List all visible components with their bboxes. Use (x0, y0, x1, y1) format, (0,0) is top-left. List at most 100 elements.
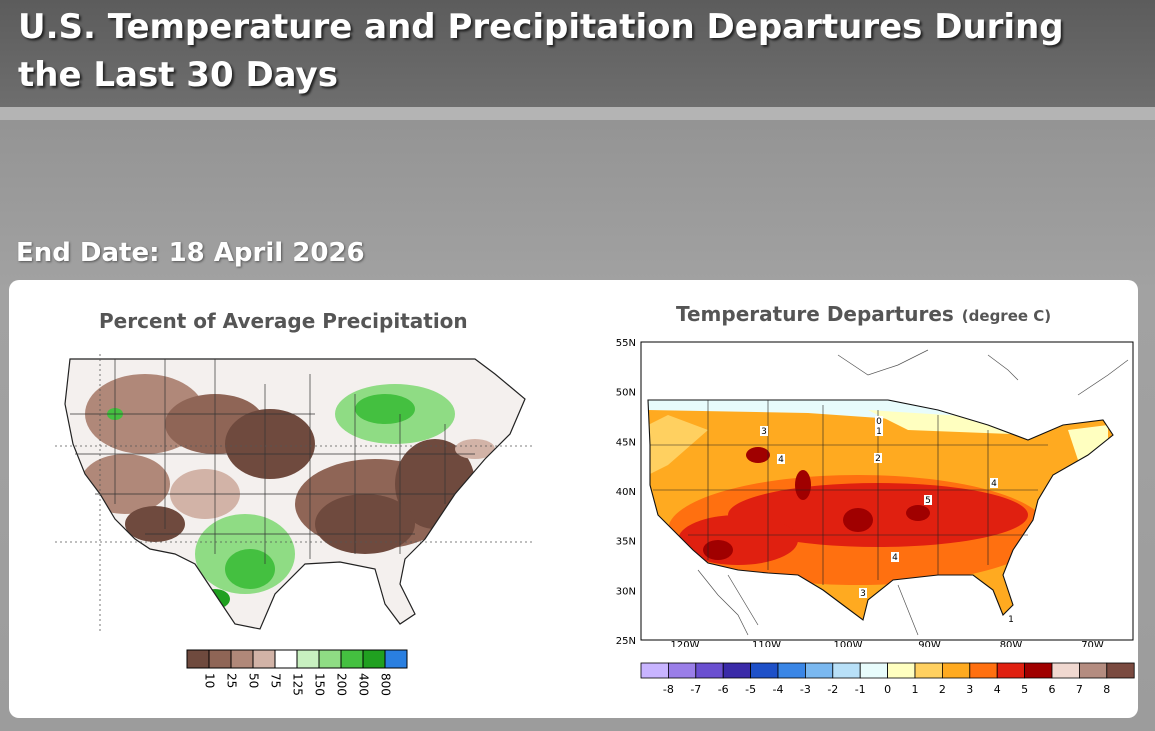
contour-label-bg (891, 552, 899, 562)
header-bar (0, 0, 1155, 107)
contour-label-bg (990, 478, 998, 488)
temp-lat-label: 35N (616, 537, 636, 548)
precip-legend-swatch (384, 649, 408, 669)
precip-legend-label: 400 (357, 673, 371, 696)
precip-legend-label: 200 (335, 673, 349, 696)
precip-legend-label: 10 (203, 673, 217, 688)
contour-label-bg (859, 588, 867, 598)
temp-legend-label: 2 (939, 683, 946, 696)
temp-lon-label: 80W (1000, 640, 1023, 647)
temp-legend-swatch (777, 662, 806, 679)
temp-legend-swatch (667, 662, 697, 679)
contour-label-bg (1007, 614, 1015, 624)
temp-legend-label: 4 (994, 683, 1001, 696)
temp-legend-swatch (1024, 662, 1053, 679)
precip-legend-swatch (252, 649, 276, 669)
contour-label-bg (924, 495, 932, 505)
contour-label: 2 (875, 454, 881, 464)
temp-legend-swatch (996, 662, 1026, 679)
temp-legend-swatch (804, 662, 834, 679)
precip-legend-swatch (230, 649, 254, 669)
precip-state-lines (70, 359, 475, 564)
temp-legend-swatch (640, 662, 669, 679)
precip-legend-label: 125 (291, 673, 305, 696)
temp-legend-label: 8 (1103, 683, 1110, 696)
temp-legend-label: -2 (827, 683, 838, 696)
temp-legend-label: -5 (745, 683, 756, 696)
temp-map-title: Temperature Departures (degree C) (676, 302, 1051, 326)
temp-legend-label: -4 (773, 683, 784, 696)
contour-label: 0 (876, 417, 882, 427)
contour-label-bg (760, 426, 768, 436)
temp-legend-label: -6 (718, 683, 729, 696)
temp-legend-swatch (1106, 662, 1135, 679)
temp-lon-label: 110W (752, 640, 781, 647)
temp-map-title-text: Temperature Departures (676, 302, 954, 326)
precip-legend: 10 25 50 75 125 150 200 400 800 (186, 649, 408, 696)
temp-lon-label: 90W (918, 640, 941, 647)
precip-map-title: Percent of Average Precipitation (99, 309, 468, 333)
temp-legend-swatch (969, 662, 998, 679)
temp-legend-swatch (750, 662, 779, 679)
contour-label: 3 (860, 589, 866, 599)
precip-legend-label: 50 (247, 673, 261, 688)
temp-legend-label: -1 (855, 683, 866, 696)
page-title: U.S. Temperature and Precipitation Depar… (18, 7, 1064, 95)
end-date-label: End Date: 18 April 2026 (16, 238, 365, 268)
temp-lat-label: 50N (616, 388, 636, 399)
precip-legend-swatch (362, 649, 386, 669)
contour-label: 4 (892, 553, 898, 563)
temp-lon-label: 100W (834, 640, 863, 647)
contour-label: 1 (1008, 615, 1014, 625)
temp-lat-label: 45N (616, 437, 636, 448)
temp-lon-label: 120W (671, 640, 700, 647)
contour-label-bg (874, 453, 882, 463)
precip-legend-swatch (296, 649, 320, 669)
temp-legend-swatch (722, 662, 751, 679)
header-stripe (0, 107, 1155, 120)
precip-grid (55, 354, 535, 634)
contour-label: 1 (876, 427, 882, 437)
contour-label-bg (777, 454, 785, 464)
temp-lat-label: 55N (616, 338, 636, 349)
precip-legend-swatch (340, 649, 364, 669)
contour-label: 3 (761, 427, 767, 437)
precip-legend-swatch (318, 649, 342, 669)
temp-legend-swatch (914, 662, 943, 679)
temp-legend-label: 3 (966, 683, 973, 696)
temp-lon-label: 70W (1081, 640, 1104, 647)
temp-legend-swatch (1078, 662, 1108, 679)
temp-legend: -8 -7 -6 -5 -4 -3 -2 -1 0 1 2 3 4 5 6 7 8 (640, 662, 1135, 696)
temp-legend-swatch (859, 662, 888, 679)
temp-lat-label: 30N (616, 586, 636, 597)
temp-legend-label: -8 (663, 683, 674, 696)
temp-coastlines (697, 349, 1129, 636)
contour-label: 4 (991, 479, 997, 489)
temp-lat-labels: 55N 50N 45N 40N 35N 30N 25N (616, 338, 636, 647)
precip-legend-label: 150 (313, 673, 327, 696)
precip-legend-swatch (186, 649, 210, 669)
temp-state-lines (650, 400, 1048, 585)
precip-legend-label: 25 (225, 673, 239, 688)
temp-legend-label: 1 (912, 683, 919, 696)
temp-legend-label: -3 (800, 683, 811, 696)
temp-legend-swatch (1051, 662, 1080, 679)
temp-legend-swatch (832, 662, 861, 679)
contour-label: 4 (778, 455, 784, 465)
temp-legend-label: 0 (884, 683, 891, 696)
contour-label-bg (875, 416, 883, 426)
temp-legend-swatch (941, 662, 971, 679)
precip-legend-swatch (208, 649, 232, 669)
temp-lat-label: 25N (616, 636, 636, 647)
temp-lon-labels: 120W 110W 100W 90W 80W 70W (671, 640, 1104, 647)
temp-map-unit: (degree C) (961, 307, 1052, 325)
temp-legend-label: -7 (690, 683, 701, 696)
contour-label-bg (875, 426, 883, 436)
precip-legend-label: 75 (269, 673, 283, 688)
temp-legend-label: 6 (1049, 683, 1056, 696)
precip-legend-label: 800 (379, 673, 393, 696)
contour-label: 5 (925, 496, 931, 506)
precip-legend-swatch (274, 649, 298, 669)
